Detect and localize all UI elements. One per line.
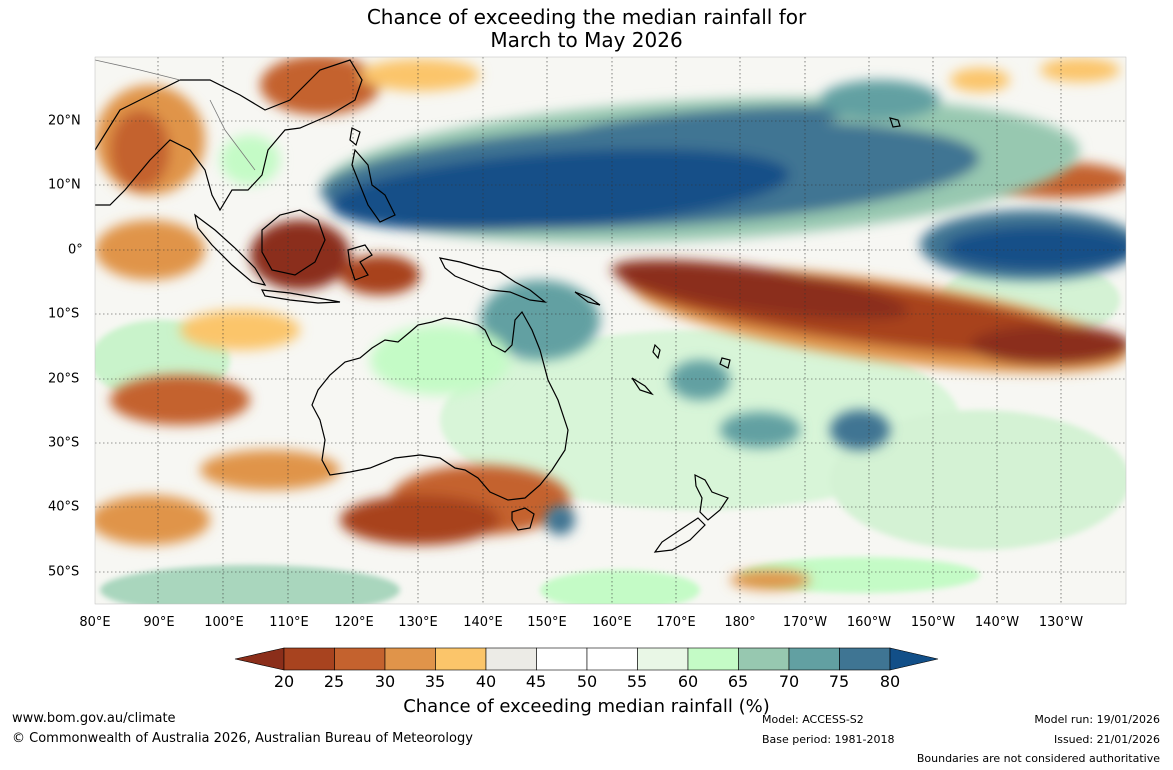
coastlines bbox=[95, 59, 901, 553]
indochina-coastline bbox=[95, 59, 363, 212]
lat-label: 40°S bbox=[48, 499, 80, 515]
website-link[interactable]: www.bom.gov.au/climate bbox=[12, 711, 176, 726]
colorbar-segment bbox=[334, 647, 386, 671]
colorbar-tick: 55 bbox=[626, 672, 648, 691]
lat-label: 20°N bbox=[48, 113, 81, 129]
colorbar-segment bbox=[536, 647, 588, 671]
colorbar-segment bbox=[637, 647, 689, 671]
lon-label: 90°E bbox=[143, 615, 175, 630]
lon-label: 140°E bbox=[463, 615, 503, 630]
lon-label: 110°E bbox=[269, 615, 309, 630]
colorbar-segment bbox=[839, 647, 891, 671]
lat-label: 10°S bbox=[48, 306, 80, 322]
colorbar-tick: 40 bbox=[475, 672, 497, 691]
colorbar-tick: 20 bbox=[273, 672, 295, 691]
lat-label: 50°S bbox=[48, 564, 80, 580]
colorbar-segment bbox=[384, 647, 436, 671]
colorbar-segment bbox=[738, 647, 790, 671]
lon-label: 150°W bbox=[910, 615, 956, 630]
lon-label: 140°W bbox=[974, 615, 1020, 630]
colorbar-extend-high bbox=[889, 647, 939, 671]
lon-label: 130°W bbox=[1038, 615, 1084, 630]
australia-coastline bbox=[311, 310, 569, 501]
lon-label: 170°E bbox=[656, 615, 696, 630]
lon-label: 180° bbox=[724, 615, 756, 630]
colorbar-tick: 30 bbox=[374, 672, 396, 691]
colorbar-segment bbox=[283, 647, 335, 671]
taiwan-coastline bbox=[349, 127, 361, 147]
issued-date: Issued: 21/01/2026 bbox=[1053, 733, 1160, 746]
lat-label: 30°S bbox=[48, 435, 80, 451]
colorbar-segment bbox=[485, 647, 537, 671]
lon-label: 170°W bbox=[782, 615, 828, 630]
colorbar-tick: 80 bbox=[879, 672, 901, 691]
base-period: Base period: 1981-2018 bbox=[762, 733, 895, 746]
lat-label: 10°N bbox=[48, 177, 81, 193]
graticule bbox=[95, 57, 1126, 604]
borneo-coastline bbox=[261, 209, 326, 276]
colorbar-extend-low bbox=[234, 647, 285, 671]
chart-title-line2: March to May 2026 bbox=[490, 28, 683, 52]
solomon-islands-coastline bbox=[574, 291, 601, 306]
colorbar-tick: 70 bbox=[778, 672, 800, 691]
philippines-coastline bbox=[351, 148, 396, 223]
lon-label: 160°W bbox=[846, 615, 892, 630]
lon-label: 120°E bbox=[334, 615, 374, 630]
java-coastline bbox=[260, 289, 341, 304]
colorbar-segment bbox=[788, 647, 840, 671]
lon-label: 150°E bbox=[527, 615, 567, 630]
tasmania-coastline bbox=[511, 507, 535, 531]
lat-label: 20°S bbox=[48, 371, 80, 387]
hawaii-coastline bbox=[889, 117, 901, 128]
colorbar-tick: 75 bbox=[828, 672, 850, 691]
colorbar-tick: 45 bbox=[525, 672, 547, 691]
copyright-text: © Commonwealth of Australia 2026, Austra… bbox=[12, 731, 473, 746]
sulawesi-coastline bbox=[347, 244, 373, 281]
chart-title-line1: Chance of exceeding the median rainfall … bbox=[366, 5, 807, 29]
new-zealand-south-coastline bbox=[653, 517, 706, 553]
lon-label: 80°E bbox=[79, 615, 111, 630]
colorbar-segment bbox=[435, 647, 487, 671]
colorbar-tick: 60 bbox=[677, 672, 699, 691]
new-guinea-coastline bbox=[438, 257, 548, 303]
model-run-date: Model run: 19/01/2026 bbox=[1034, 713, 1160, 726]
borders bbox=[95, 59, 256, 171]
new-caledonia-coastline bbox=[631, 377, 654, 396]
lon-label: 130°E bbox=[398, 615, 438, 630]
colorbar-segment bbox=[687, 647, 739, 671]
map-field bbox=[95, 57, 1126, 604]
colorbar-tick: 35 bbox=[424, 672, 446, 691]
new-zealand-north-coastline bbox=[694, 473, 729, 521]
colorbar-tick: 25 bbox=[323, 672, 345, 691]
colorbar-tick: 65 bbox=[727, 672, 749, 691]
vanuatu-coastline bbox=[652, 343, 661, 360]
colorbar-segment bbox=[586, 647, 638, 671]
boundaries-disclaimer: Boundaries are not considered authoritat… bbox=[916, 752, 1160, 765]
colorbar-label: Chance of exceeding median rainfall (%) bbox=[403, 696, 770, 717]
sumatra-coastline bbox=[194, 213, 267, 286]
fiji-coastline bbox=[719, 357, 731, 369]
lon-label: 160°E bbox=[592, 615, 632, 630]
lon-label: 100°E bbox=[204, 615, 244, 630]
model-name: Model: ACCESS-S2 bbox=[762, 713, 864, 726]
colorbar-tick: 50 bbox=[576, 672, 598, 691]
lat-label: 0° bbox=[68, 242, 83, 258]
